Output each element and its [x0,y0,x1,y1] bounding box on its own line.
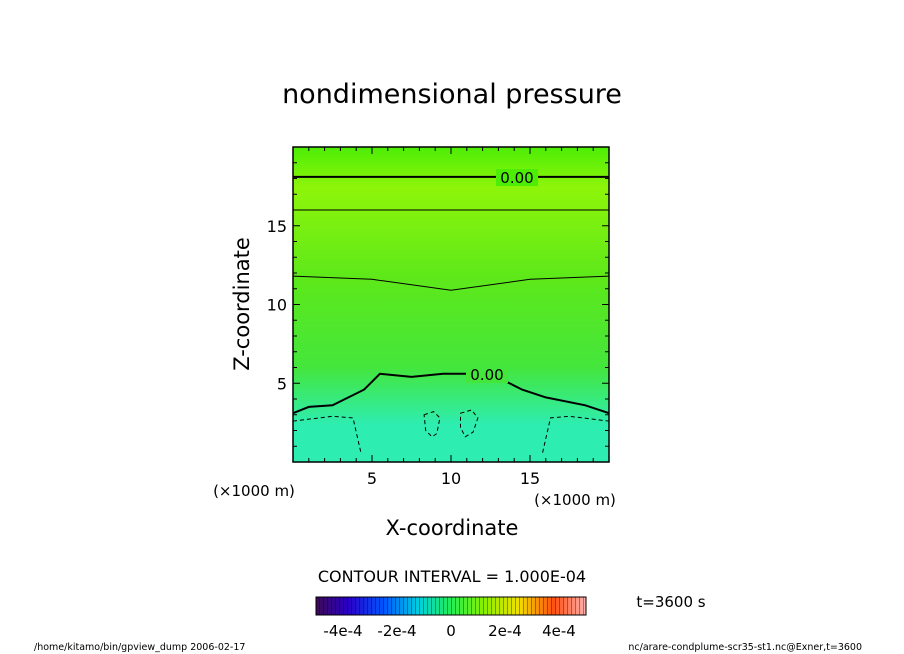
y-axis-label: Z-coordinate [230,237,254,371]
colorbar-stripes-overlay [316,597,586,615]
colorbar-tick-label: 0 [446,622,456,640]
colorbar-tick-label: 2e-4 [488,622,522,640]
contour-line-4 [293,415,362,453]
colorbar-tick-label: 4e-4 [542,622,576,640]
contour-line-7 [460,409,479,438]
contour-line-2 [293,275,609,291]
x-axis-label: X-coordinate [386,516,519,540]
contour-line-6 [423,411,441,438]
contour-lines [293,175,609,453]
chart-title: nondimensional pressure [282,79,622,110]
contour-label-lower: 0.00 [470,366,503,384]
y-tick-label: 15 [267,217,287,236]
colorbar-tick-labels: -4e-4 -2e-4 0 2e-4 4e-4 [323,622,575,640]
y-axis-unit: (×1000 m) [213,482,295,500]
contour-label-upper: 0.00 [500,169,533,187]
colorbar-tick-label: -2e-4 [377,622,416,640]
colorbar-tick-label: -4e-4 [323,622,362,640]
x-tick-label: 10 [441,469,461,488]
contour-line-5 [542,415,609,453]
plot-area [293,147,609,462]
y-tick-label: 10 [267,296,287,315]
footer-left: /home/kitamo/bin/gpview_dump 2006-02-17 [34,642,245,653]
contour-label-bg-upper [496,169,538,186]
y-tick-label: 5 [277,374,287,393]
axis-ticks: 5 10 15 5 10 15 [267,147,609,488]
contour-interval: CONTOUR INTERVAL = 1.000E-04 [318,567,586,586]
field-background [293,147,609,462]
contour-labels: 0.00 0.00 [466,169,538,384]
footer-right: nc/arare-condplume-scr35-st1.nc@Exner,t=… [628,642,862,653]
contour-line-3 [293,372,609,415]
x-axis-unit: (×1000 m) [534,491,616,509]
colorbar-frame [315,596,587,616]
x-tick-label: 5 [367,469,377,488]
time-label: t=3600 s [636,593,705,611]
x-tick-label: 15 [520,469,540,488]
colorbar: -4e-4 -2e-4 0 2e-4 4e-4 [315,596,587,640]
contour-label-bg-lower [466,366,508,383]
